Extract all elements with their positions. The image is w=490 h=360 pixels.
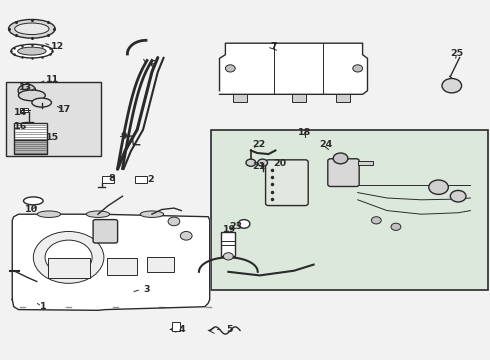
Bar bbox=[14, 140, 47, 154]
Text: 9: 9 bbox=[120, 132, 127, 140]
Bar bbox=[107, 258, 137, 275]
Circle shape bbox=[450, 190, 466, 202]
Text: 11: 11 bbox=[46, 76, 60, 85]
Text: 3: 3 bbox=[144, 285, 150, 294]
Polygon shape bbox=[12, 214, 210, 310]
Circle shape bbox=[258, 159, 268, 166]
Text: 15: 15 bbox=[47, 133, 59, 142]
Bar bbox=[20, 108, 28, 112]
Ellipse shape bbox=[32, 98, 51, 107]
Bar bbox=[102, 176, 114, 183]
Text: 4: 4 bbox=[179, 325, 186, 334]
Circle shape bbox=[391, 223, 401, 230]
Ellipse shape bbox=[19, 90, 45, 101]
Circle shape bbox=[353, 65, 363, 72]
Text: 1: 1 bbox=[40, 302, 47, 311]
Text: 20: 20 bbox=[274, 159, 287, 168]
Text: 7: 7 bbox=[270, 42, 277, 51]
Ellipse shape bbox=[140, 211, 164, 217]
Bar bbox=[147, 257, 174, 272]
Text: 18: 18 bbox=[298, 128, 312, 137]
Text: 22: 22 bbox=[252, 140, 266, 149]
Bar bbox=[358, 161, 373, 165]
Ellipse shape bbox=[9, 19, 55, 38]
Circle shape bbox=[333, 153, 348, 164]
Bar bbox=[211, 130, 488, 290]
FancyBboxPatch shape bbox=[328, 159, 359, 186]
Ellipse shape bbox=[24, 197, 43, 205]
Circle shape bbox=[45, 240, 92, 275]
Text: 23: 23 bbox=[230, 222, 243, 231]
Bar bbox=[135, 176, 147, 183]
Ellipse shape bbox=[18, 47, 46, 55]
Circle shape bbox=[238, 220, 250, 228]
Ellipse shape bbox=[15, 23, 49, 35]
Ellipse shape bbox=[86, 211, 110, 217]
Text: 8: 8 bbox=[108, 174, 115, 183]
Text: 16: 16 bbox=[14, 122, 27, 131]
Bar bbox=[336, 94, 350, 102]
Bar bbox=[172, 322, 180, 331]
Bar bbox=[221, 232, 235, 256]
Ellipse shape bbox=[11, 44, 53, 58]
Text: 12: 12 bbox=[51, 41, 65, 50]
FancyBboxPatch shape bbox=[266, 160, 308, 206]
Text: 24: 24 bbox=[319, 140, 333, 149]
Text: 17: 17 bbox=[58, 105, 72, 114]
Text: 25: 25 bbox=[450, 49, 463, 58]
Text: 2: 2 bbox=[147, 175, 154, 184]
Text: 19: 19 bbox=[222, 225, 236, 234]
Circle shape bbox=[18, 84, 36, 97]
Text: 5: 5 bbox=[226, 325, 233, 334]
Circle shape bbox=[223, 253, 233, 260]
Circle shape bbox=[180, 231, 192, 240]
Circle shape bbox=[225, 65, 235, 72]
Circle shape bbox=[168, 217, 180, 226]
Bar bbox=[233, 94, 247, 102]
Bar bbox=[292, 94, 306, 102]
Text: 14: 14 bbox=[14, 108, 27, 117]
Text: 13: 13 bbox=[19, 83, 32, 91]
Bar bbox=[14, 123, 47, 140]
Bar bbox=[6, 82, 101, 156]
Ellipse shape bbox=[37, 211, 61, 217]
Circle shape bbox=[429, 180, 448, 194]
Polygon shape bbox=[220, 43, 368, 94]
Text: 6: 6 bbox=[149, 60, 156, 69]
Text: 10: 10 bbox=[25, 205, 38, 214]
Text: 21: 21 bbox=[252, 162, 266, 171]
Circle shape bbox=[442, 78, 462, 93]
Circle shape bbox=[371, 217, 381, 224]
Circle shape bbox=[33, 231, 104, 283]
FancyBboxPatch shape bbox=[93, 220, 118, 243]
Circle shape bbox=[246, 159, 256, 166]
Bar bbox=[48, 258, 90, 278]
